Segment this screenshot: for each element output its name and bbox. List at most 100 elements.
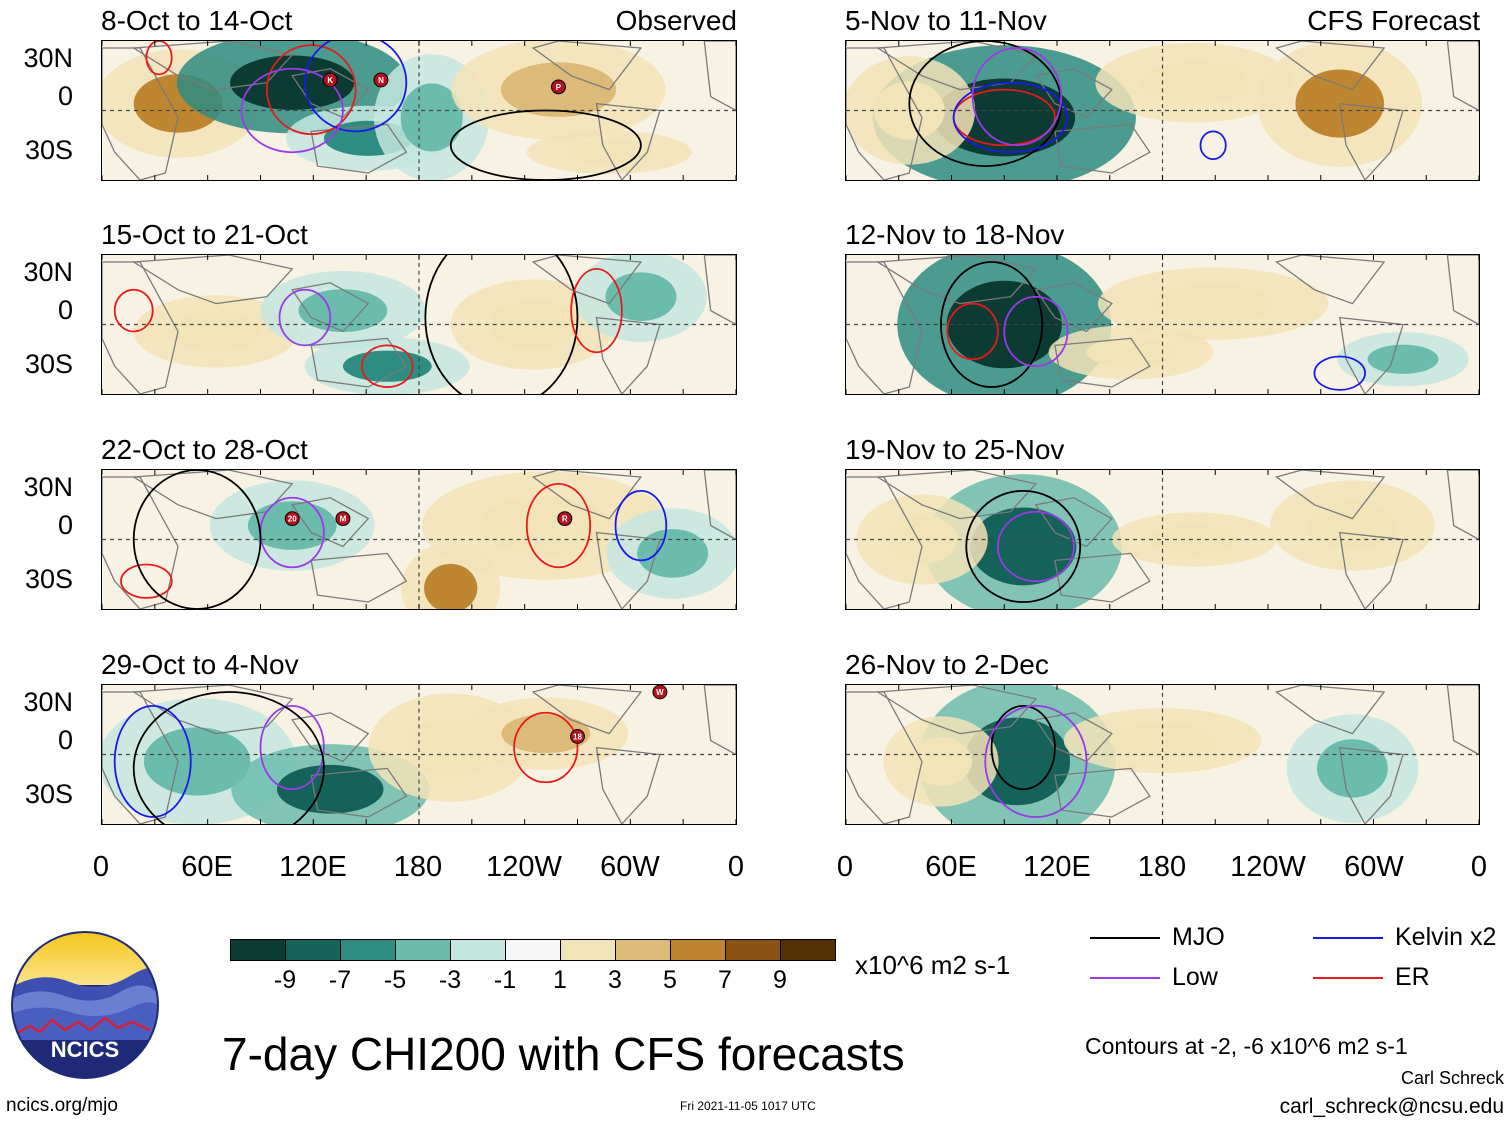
- storm-marker-label: M: [340, 515, 347, 524]
- lat-label: 30S: [24, 135, 73, 165]
- panel-title: 26-Nov to 2-Dec: [845, 649, 1049, 680]
- coastline: [1034, 68, 1113, 119]
- storm-marker: P: [551, 79, 566, 95]
- colorbar-swatch: [340, 939, 396, 961]
- lat-label: 0: [57, 725, 73, 755]
- panel-title: 19-Nov to 25-Nov: [845, 434, 1065, 465]
- field-shading-core: [171, 311, 261, 351]
- low-contour: [971, 47, 1063, 147]
- field-shading-core: [1367, 344, 1439, 374]
- colorbar-label: -9: [273, 966, 297, 994]
- field-shading-core: [342, 350, 432, 382]
- lat-label: 30N: [23, 257, 73, 287]
- colorbar-swatch: [670, 939, 726, 961]
- colorbar-label: 3: [608, 966, 622, 994]
- coastline: [875, 470, 1038, 520]
- er-contour: [525, 483, 592, 569]
- legend-line: [1313, 937, 1383, 939]
- er-contour: [361, 344, 414, 388]
- mjo-contour: [965, 489, 1082, 603]
- colorbar-label: 7: [718, 966, 732, 994]
- lon-label: 60E: [925, 851, 977, 883]
- lon-label: 0: [836, 851, 854, 883]
- storm-marker-label: P: [556, 83, 562, 92]
- field-shading-core: [1316, 739, 1388, 798]
- panel-label: CFS Forecast: [1307, 5, 1480, 36]
- colorbar-swatch: [780, 939, 836, 961]
- coastline: [875, 255, 1038, 305]
- field-shading-core: [564, 140, 654, 164]
- map-panel: 20 M R: [101, 469, 737, 610]
- coastline: [1274, 685, 1386, 735]
- panel-title: 29-Oct to 4-Nov: [101, 649, 299, 680]
- kelvin-contour: [952, 81, 1069, 154]
- panel-title: 22-Oct to 28-Oct: [101, 434, 308, 465]
- coastline: [846, 691, 923, 824]
- legend-line: [1090, 937, 1160, 939]
- field-shading-core: [970, 507, 1077, 586]
- colorbar-swatch: [505, 939, 561, 961]
- mjo-contour: [449, 109, 642, 180]
- author-email[interactable]: carl_schreck@ncsu.edu: [1279, 1095, 1504, 1118]
- colorbar-label: -7: [328, 966, 352, 994]
- coastline: [102, 476, 179, 609]
- field-shading-core: [1151, 284, 1276, 324]
- storm-marker-label: K: [327, 76, 333, 85]
- coastline: [1054, 337, 1151, 388]
- coastline: [595, 746, 661, 824]
- lat-label: 30N: [23, 43, 73, 73]
- map-panel: [101, 254, 737, 395]
- legend-label: ER: [1395, 963, 1430, 991]
- coastline: [846, 261, 923, 394]
- lon-label: 180: [393, 851, 443, 883]
- coastline: [595, 531, 661, 609]
- timestamp: Fri 2021-11-05 1017 UTC: [680, 1099, 816, 1113]
- lon-label: 120W: [1230, 851, 1306, 883]
- coastline: [846, 47, 923, 180]
- lon-label: 120E: [1023, 851, 1091, 883]
- coastline: [703, 41, 736, 112]
- colorbar-swatch: [285, 939, 341, 961]
- map-panel: 18 W: [101, 684, 737, 825]
- coastline: [1338, 102, 1404, 180]
- low-contour: [997, 510, 1075, 583]
- lon-label: 60W: [1344, 851, 1404, 883]
- field-shading-core: [1308, 501, 1397, 550]
- er-contour: [946, 302, 999, 361]
- field-shading-core: [605, 272, 677, 322]
- storm-marker-label: W: [656, 688, 664, 697]
- coastline: [703, 685, 736, 756]
- lon-label: 0: [1470, 851, 1488, 883]
- coastline: [703, 470, 736, 541]
- lat-label: 30S: [24, 349, 73, 379]
- storm-marker: W: [652, 685, 668, 700]
- field-shading-core: [230, 55, 355, 110]
- colorbar-label: 5: [663, 966, 677, 994]
- kelvin-contour: [614, 489, 668, 562]
- lon-label: 60E: [181, 851, 233, 883]
- coastline: [1034, 497, 1113, 548]
- coastline: [1338, 746, 1404, 824]
- coastline: [531, 255, 643, 305]
- storm-marker: R: [557, 511, 573, 527]
- mjo-contour: [132, 470, 262, 609]
- colorbar-swatch: [615, 939, 671, 961]
- coastline: [131, 255, 294, 305]
- colorbar-label: -3: [438, 966, 462, 994]
- colorbar-swatch: [450, 939, 506, 961]
- panel-title: 8-Oct to 14-Oct: [101, 5, 293, 36]
- coastline: [1034, 712, 1113, 763]
- colorbar-label: 1: [553, 966, 567, 994]
- coastline: [102, 691, 179, 824]
- map-panel: [845, 469, 1480, 610]
- field-shading-core: [298, 289, 388, 333]
- coastline: [310, 767, 408, 818]
- website-link[interactable]: ncics.org/mjo: [6, 1095, 118, 1116]
- coastline: [1274, 470, 1386, 520]
- storm-marker: K: [322, 72, 338, 88]
- map-panel: [845, 684, 1480, 825]
- coastline: [1338, 316, 1404, 394]
- low-contour: [278, 288, 332, 347]
- coastline: [1054, 767, 1151, 818]
- coastline: [1338, 531, 1404, 609]
